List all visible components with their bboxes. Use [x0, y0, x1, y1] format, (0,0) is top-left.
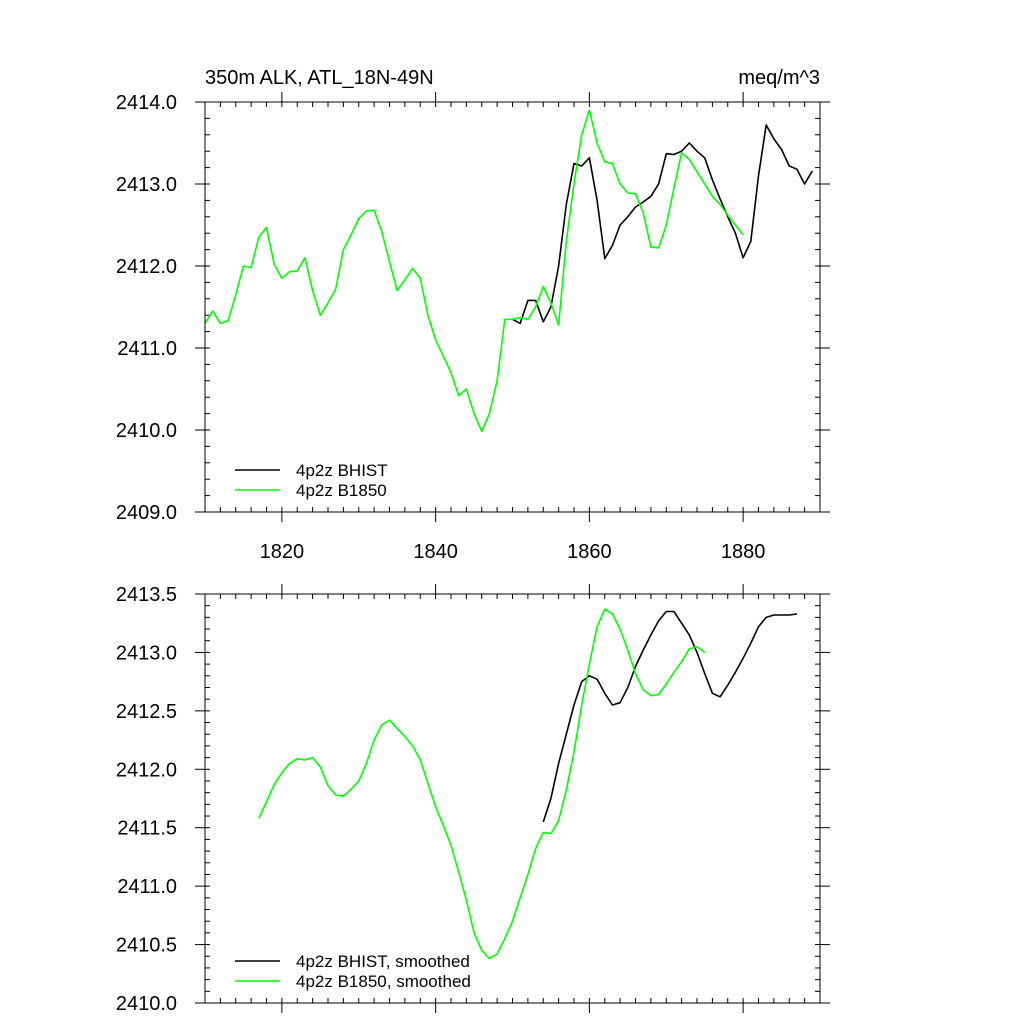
top-panel-ticks: 1820 1840 1860 1880 2409.0 2410.0 2411.0 2412.0… — [116, 92, 830, 563]
bottom-panel-frame — [204, 593, 821, 1004]
bottom-y-tick-label: 2410.0 — [116, 993, 177, 1015]
top-y-tick-label: 2411.0 — [117, 338, 177, 360]
legend-label-b1850: 4p2z B1850 — [296, 481, 387, 500]
top-y-tick-label: 2409.0 — [116, 502, 177, 524]
top-panel-series — [204, 109, 813, 433]
bottom-panel-legend: 4p2z BHIST, smoothed 4p2z B1850, smoothe… — [235, 952, 471, 991]
top-x-tick-label: 1880 — [721, 541, 766, 563]
bottom-y-tick-label: 2412.0 — [116, 759, 177, 781]
bottom-y-tick-label: 2412.5 — [116, 701, 177, 723]
bottom-y-tick-label: 2413.5 — [116, 584, 177, 606]
bottom-panel: 2410.0 2410.5 2411.0 2411.5 2412.0 2412.5 2413… — [116, 584, 830, 1015]
top-x-tick-label: 1840 — [413, 541, 458, 563]
bottom-y-tick-label: 2411.5 — [117, 818, 177, 840]
top-y-tick-label: 2413.0 — [116, 174, 177, 196]
legend-label-bhist-smoothed: 4p2z BHIST, smoothed — [296, 952, 470, 971]
bottom-y-tick-label: 2413.0 — [116, 642, 177, 664]
legend-label-bhist: 4p2z BHIST — [296, 461, 388, 480]
bottom-series-line-1 — [258, 608, 706, 960]
top-panel: 350m ALK, ATL_18N-49N meq/m^3 1820 1840 18… — [116, 67, 830, 563]
top-y-tick-label: 2412.0 — [116, 256, 177, 278]
top-y-tick-label: 2414.0 — [116, 92, 177, 114]
bottom-series-line-0 — [542, 610, 798, 823]
bottom-panel-series — [258, 608, 798, 960]
bottom-panel-ticks: 2410.0 2410.5 2411.0 2411.5 2412.0 2412.5 2413… — [116, 584, 830, 1015]
top-panel-title-left: 350m ALK, ATL_18N-49N — [205, 67, 434, 89]
top-series-line-0 — [512, 124, 813, 325]
top-y-tick-label: 2410.0 — [116, 420, 177, 442]
top-series-line-1 — [204, 109, 744, 433]
top-x-tick-label: 1820 — [260, 541, 305, 563]
top-panel-frame — [204, 101, 821, 513]
top-panel-legend: 4p2z BHIST 4p2z B1850 — [235, 461, 388, 500]
top-panel-title-right: meq/m^3 — [738, 67, 820, 89]
bottom-y-tick-label: 2410.5 — [116, 935, 177, 957]
bottom-y-tick-label: 2411.0 — [117, 876, 177, 898]
legend-label-b1850-smoothed: 4p2z B1850, smoothed — [296, 972, 471, 991]
top-x-tick-label: 1860 — [567, 541, 612, 563]
